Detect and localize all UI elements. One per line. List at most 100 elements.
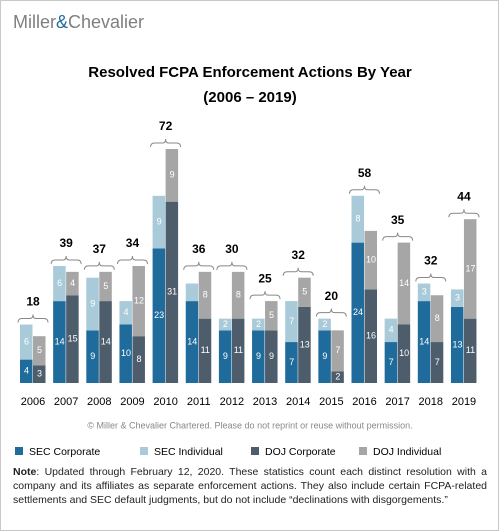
data-label: 9	[256, 351, 261, 361]
x-tick-label: 2006	[21, 396, 45, 408]
bar-segment	[218, 318, 232, 331]
total-brace	[150, 138, 182, 148]
total-label: 35	[391, 213, 405, 227]
data-label: 11	[201, 345, 210, 355]
total-label: 30	[225, 242, 239, 256]
total-brace	[183, 261, 215, 270]
bar-segment	[285, 301, 298, 343]
bar-segment	[198, 318, 212, 383]
total-brace	[382, 232, 414, 241]
data-label: 14	[101, 336, 111, 346]
data-label: 3	[37, 369, 42, 379]
bar-segment	[185, 301, 199, 383]
data-label: 9	[322, 351, 327, 361]
bar-segment	[384, 342, 398, 383]
x-tick-label: 2007	[54, 396, 78, 408]
chart-title: Resolved FCPA Enforcement Actions By Yea…	[88, 64, 412, 81]
total-label: 20	[325, 289, 339, 303]
x-tick-label: 2013	[253, 396, 277, 408]
data-label: 5	[302, 287, 307, 297]
data-label: 3	[455, 293, 460, 303]
data-label: 8	[435, 313, 440, 323]
data-label: 15	[68, 334, 78, 344]
bar-segment	[417, 301, 431, 383]
bar-segment	[152, 248, 166, 383]
bar-segment	[430, 342, 444, 383]
data-label: 16	[366, 331, 376, 341]
total-brace	[282, 267, 314, 276]
bar-segment	[231, 318, 245, 383]
bar-segment	[430, 295, 444, 343]
data-label: 13	[452, 339, 462, 349]
total-brace	[448, 209, 480, 218]
logo: Miller&Chevalier	[13, 12, 144, 32]
data-label: 7	[435, 357, 440, 367]
bar-segment	[119, 324, 132, 383]
bar-segment	[231, 271, 245, 319]
data-label: 4	[24, 366, 29, 376]
bar-segment	[165, 201, 179, 383]
bar-segment	[152, 195, 166, 249]
total-label: 18	[26, 295, 40, 309]
data-label: 4	[389, 325, 394, 335]
data-label: 4	[123, 307, 128, 317]
note-text: : Updated through February 12, 2020. The…	[13, 466, 487, 506]
data-label: 7	[289, 357, 294, 367]
data-label: 10	[121, 348, 131, 358]
bar-segment	[364, 230, 377, 290]
chart: Miller&Chevalier Resolved FCPA Enforceme…	[13, 12, 480, 458]
bar-segment	[252, 318, 265, 331]
logo-text: Chevalier	[68, 12, 144, 32]
x-tick-label: 2012	[220, 396, 244, 408]
data-label: 12	[134, 295, 144, 305]
data-label: 8	[136, 354, 141, 364]
total-label: 25	[258, 271, 272, 285]
x-tick-label: 2017	[385, 396, 409, 408]
bar-segment	[53, 266, 66, 302]
total-brace	[50, 255, 82, 265]
bar-segment	[364, 289, 377, 383]
copyright: © Miller & Chevalier Chartered. Please d…	[87, 420, 412, 430]
total-label: 32	[292, 248, 306, 262]
x-tick-label: 2011	[187, 396, 211, 408]
data-label: 14	[399, 278, 409, 288]
x-tick-label: 2014	[286, 396, 310, 408]
data-label: 6	[57, 278, 62, 288]
total-label: 58	[358, 166, 372, 180]
bar-segment	[119, 301, 132, 325]
bar-segment	[463, 219, 477, 319]
total-brace	[116, 255, 148, 265]
data-label: 5	[103, 281, 108, 291]
data-label: 9	[90, 298, 95, 308]
bar-segment	[331, 330, 344, 372]
total-label: 39	[59, 236, 73, 250]
total-brace	[17, 314, 49, 323]
bar-segment	[33, 365, 46, 383]
data-label: 9	[269, 351, 274, 361]
data-label: 6	[24, 336, 29, 346]
data-label: 14	[419, 336, 429, 346]
data-label: 14	[187, 336, 197, 346]
bar-segment	[397, 324, 411, 383]
x-tick-label: 2016	[352, 396, 376, 408]
bar-segment	[252, 330, 265, 383]
data-label: 5	[37, 345, 42, 355]
bar-segment	[384, 318, 398, 343]
total-brace	[315, 308, 347, 317]
x-tick-label: 2010	[153, 396, 177, 408]
data-label: 17	[465, 263, 475, 273]
bar-segment	[66, 271, 79, 296]
data-label: 31	[167, 287, 177, 297]
bar-segment	[218, 330, 232, 383]
legend-label: SEC Individual	[154, 446, 223, 458]
total-label: 36	[192, 242, 206, 256]
data-label: 8	[203, 290, 208, 300]
bar-segment	[99, 271, 112, 302]
data-label: 7	[289, 316, 294, 326]
bar-segment	[66, 295, 79, 383]
total-brace	[83, 261, 115, 270]
chart-subtitle: (2006 – 2019)	[203, 89, 296, 106]
legend-label: DOJ Individual	[373, 446, 441, 458]
legend-swatch	[15, 447, 23, 455]
